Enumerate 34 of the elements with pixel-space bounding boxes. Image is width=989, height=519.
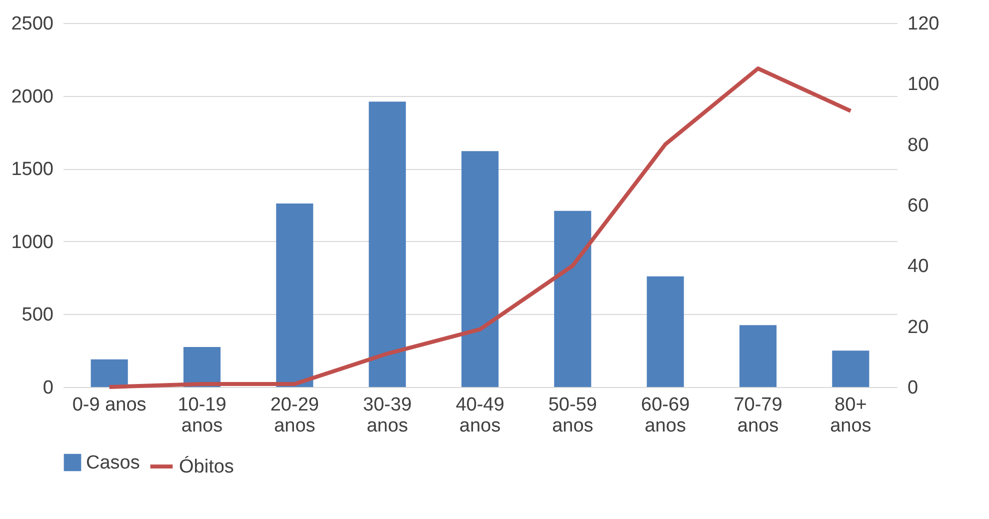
bar <box>183 346 221 387</box>
bar <box>832 350 870 387</box>
y2-tick-label: 0 <box>908 378 918 398</box>
y2-tick-label: 80 <box>908 134 929 156</box>
y2-tick-label: 20 <box>908 316 929 338</box>
y-tick-label: 2500 <box>11 14 54 34</box>
y2-tick-label: 120 <box>908 14 940 34</box>
legend-label: Casos <box>86 452 140 474</box>
x-tick-label: 20-29 anos <box>270 394 319 436</box>
x-tick-label: 70-79 anos <box>734 394 782 436</box>
y-tick-label: 500 <box>22 304 54 326</box>
bar <box>646 276 684 387</box>
bar <box>461 151 499 387</box>
y2-tick-label: 40 <box>908 256 929 278</box>
x-tick-label: 0-9 anos <box>72 394 146 416</box>
x-tick-label: 30-39 anos <box>363 394 412 436</box>
bar <box>90 359 128 387</box>
x-tick-label: 40-49 anos <box>456 394 504 436</box>
line-series <box>107 66 853 389</box>
bar <box>554 210 592 387</box>
x-tick-label: 50-59 anos <box>548 394 597 436</box>
bar <box>276 204 314 387</box>
legend-label: Óbitos <box>179 456 234 478</box>
y-tick-label: 0 <box>42 378 54 398</box>
y2-tick-label: 60 <box>908 196 929 216</box>
y2-tick-label: 100 <box>908 74 940 96</box>
y-tick-label: 1000 <box>11 232 54 253</box>
y-tick-label: 2000 <box>11 86 54 108</box>
y-tick-label: 1500 <box>11 159 54 180</box>
x-tick-label: 10-19 anos <box>178 394 226 436</box>
x-tick-label: 80+ anos <box>830 394 872 436</box>
bar <box>739 325 777 387</box>
bar <box>368 102 406 387</box>
x-tick-label: 60-69 anos <box>641 394 690 436</box>
